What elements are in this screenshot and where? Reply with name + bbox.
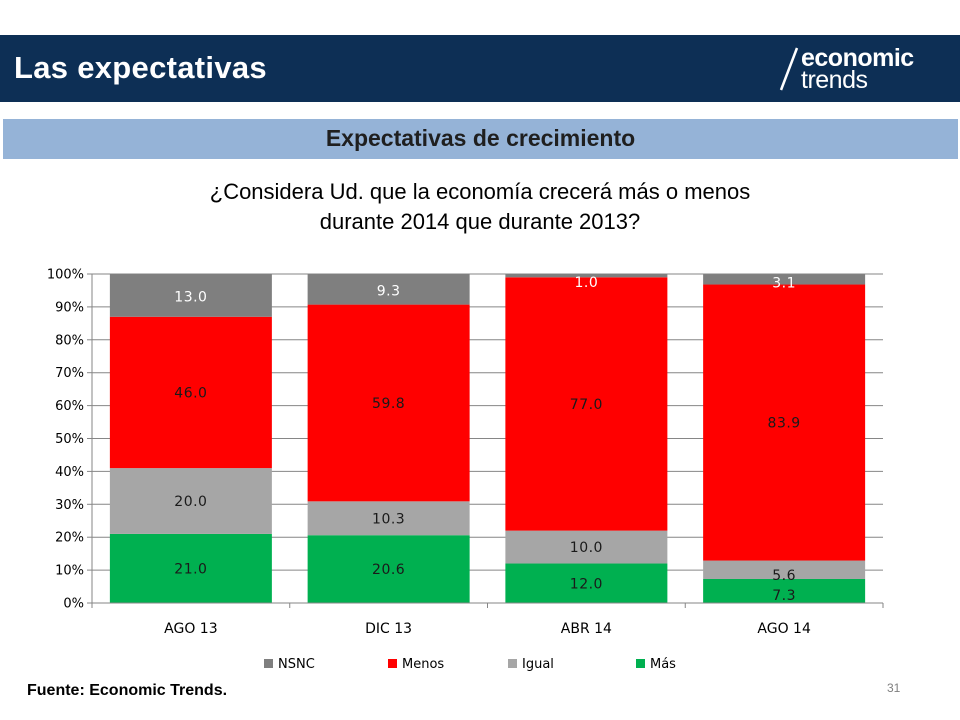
economic-trends-logo: economic trends	[775, 44, 955, 94]
source-note: Fuente: Economic Trends.	[27, 682, 228, 699]
y-tick-label: 50%	[55, 432, 84, 447]
legend-item: NSNC	[264, 657, 315, 672]
legend-label: Menos	[402, 657, 444, 672]
bar-ms-segment	[505, 563, 668, 603]
y-tick-label: 40%	[55, 465, 84, 480]
page-title: Las expectativas	[14, 50, 267, 85]
y-tick-label: 70%	[55, 366, 84, 381]
bar-igual-segment	[703, 560, 866, 579]
bar-menos-segment	[307, 304, 470, 502]
bar-igual-segment	[109, 468, 272, 534]
bar-ms-segment	[307, 535, 470, 603]
data-label: 9.3	[377, 283, 401, 299]
data-label: 7.3	[772, 588, 796, 604]
x-tick-label: AGO 13	[164, 621, 217, 637]
bar-menos-segment	[109, 316, 272, 469]
data-label: 10.0	[570, 540, 603, 556]
data-label: 59.8	[372, 396, 405, 412]
legend-item: Más	[636, 657, 676, 672]
bar-ms-segment	[109, 533, 272, 603]
page-number: 31	[887, 681, 901, 695]
survey-question: ¿Considera Ud. que la economía crecerá m…	[0, 177, 960, 237]
legend-label: NSNC	[278, 657, 315, 672]
legend-swatch	[508, 659, 517, 668]
data-label: 77.0	[570, 397, 603, 413]
data-label: 5.6	[772, 568, 796, 584]
data-label: 20.0	[174, 494, 207, 510]
bar-nsnc-segment	[703, 274, 866, 285]
legend-swatch	[388, 659, 397, 668]
legend-label: Más	[650, 657, 676, 672]
question-line-1: ¿Considera Ud. que la economía crecerá m…	[209, 179, 751, 204]
y-tick-label: 30%	[55, 498, 84, 513]
x-tick-label: ABR 14	[561, 621, 612, 637]
data-label: 12.0	[570, 576, 603, 592]
y-tick-label: 100%	[47, 268, 84, 283]
x-tick-label: AGO 14	[757, 621, 811, 637]
data-label: 20.6	[372, 562, 405, 578]
stacked-bar-chart: 0% 10% 20% 30% 40% 50% 60% 70% 80% 90% 100% 21.0 20.…	[47, 268, 884, 672]
header-bar: Las expectativas economic trends	[0, 35, 960, 102]
data-label: 46.0	[174, 385, 207, 401]
data-label: 13.0	[174, 289, 207, 305]
data-label: 83.9	[768, 416, 801, 432]
bar-nsnc-segment	[307, 274, 470, 305]
legend-item: Igual	[508, 657, 554, 672]
y-tick-label: 20%	[55, 531, 84, 546]
x-tick-label: DIC 13	[365, 621, 412, 637]
data-label: 3.1	[772, 275, 796, 291]
legend-item: Menos	[388, 657, 444, 672]
bar-nsnc-segment	[109, 274, 272, 317]
data-label: 21.0	[174, 561, 207, 577]
y-tick-label: 90%	[55, 300, 84, 315]
legend-label: Igual	[522, 657, 554, 672]
y-tick-label: 60%	[55, 399, 84, 414]
data-label: 1.0	[574, 275, 598, 291]
logo-word-economic: economic	[801, 44, 914, 72]
legend-swatch	[264, 659, 273, 668]
y-tick-label: 80%	[55, 333, 84, 348]
bar-nsnc-segment	[505, 274, 668, 278]
logo-word-trends: trends	[801, 66, 868, 94]
bar-igual-segment	[307, 501, 470, 536]
logo-slash-icon	[779, 47, 799, 91]
bar-igual-segment	[505, 530, 668, 564]
data-label: 10.3	[372, 511, 405, 527]
bar-menos-segment	[505, 277, 668, 531]
y-tick-label: 10%	[55, 564, 84, 579]
section-banner: Expectativas de crecimiento	[3, 119, 958, 159]
y-tick-label: 0%	[63, 597, 84, 612]
section-subtitle: Expectativas de crecimiento	[325, 125, 636, 151]
legend-swatch	[636, 659, 645, 668]
question-line-2: durante 2014 que durante 2013?	[319, 209, 641, 234]
bar-ms-segment	[703, 578, 866, 603]
bar-menos-segment	[703, 284, 866, 561]
